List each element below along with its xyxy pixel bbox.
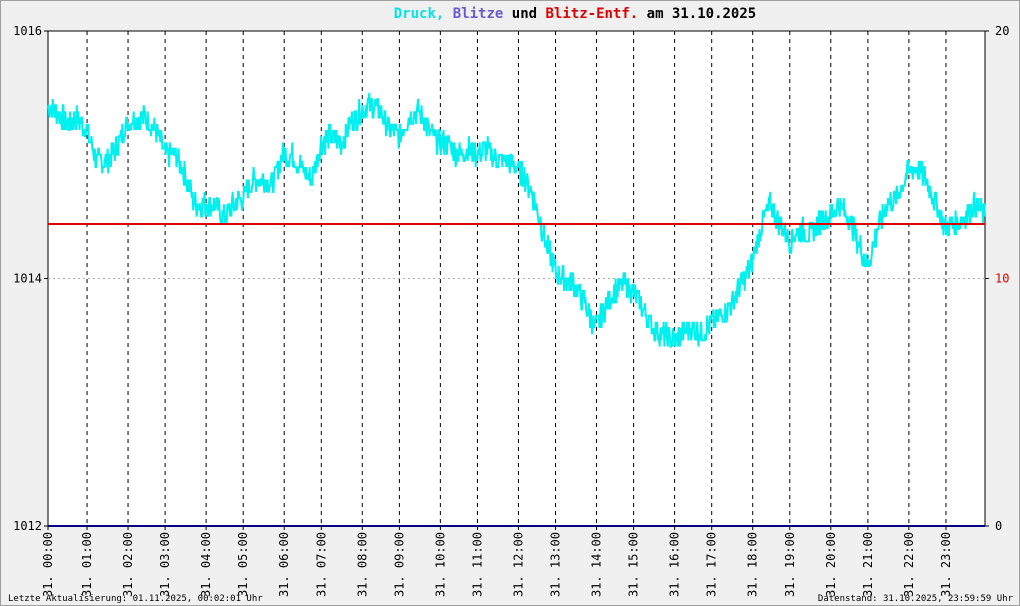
x-tick-label: 31. 23:00 — [939, 532, 953, 597]
x-tick-label: 31. 18:00 — [746, 532, 760, 597]
y-tick-label-right: 10 — [995, 272, 1009, 286]
x-tick-label: 31. 22:00 — [902, 532, 916, 597]
x-tick-label: 31. 19:00 — [783, 532, 797, 597]
y-tick-label-right: 20 — [995, 24, 1009, 38]
x-tick-label: 31. 08:00 — [355, 532, 369, 597]
x-tick-label: 31. 02:00 — [121, 532, 135, 597]
x-tick-label: 31. 03:00 — [158, 532, 172, 597]
x-tick-label: 31. 21:00 — [861, 532, 875, 597]
chart-title: Druck, Blitze und Blitz-Entf. am 31.10.2… — [394, 6, 756, 22]
x-axis: 31. 00:00 31. 01:00 31. 02:00 31. 03:00 31. … — [41, 526, 953, 597]
series-line-pressure — [47, 92, 986, 348]
y-tick-label-right: 0 — [995, 519, 1002, 533]
y-axis-right: 20 10 0 — [985, 24, 1009, 533]
x-tick-label: 31. 09:00 — [392, 532, 406, 597]
y-tick-label-left: 1012 — [13, 519, 42, 533]
x-tick-label: 31. 15:00 — [627, 532, 641, 597]
x-tick-label: 31. 06:00 — [277, 532, 291, 597]
title-part: Blitz-Entf. — [537, 6, 638, 22]
x-tick-label: 31. 20:00 — [824, 532, 838, 597]
x-tick-label: 31. 12:00 — [511, 532, 525, 597]
y-tick-label-left: 1016 — [13, 24, 42, 38]
footer-data-status: Datenstand: 31.10.2025, 23:59:59 Uhr — [818, 594, 1014, 604]
x-tick-label: 31. 11:00 — [470, 532, 484, 597]
x-tick-label: 31. 05:00 — [236, 532, 250, 597]
x-tick-label: 31. 01:00 — [80, 532, 94, 597]
x-tick-label: 31. 10:00 — [433, 532, 447, 597]
y-tick-label-left: 1014 — [13, 272, 42, 286]
x-tick-label: 31. 07:00 — [314, 532, 328, 597]
title-part: und — [503, 6, 537, 22]
footer-last-update: Letzte Aktualisierung: 01.11.2025, 00:02… — [8, 594, 263, 604]
title-part: am 31.10.2025 — [638, 6, 756, 22]
x-tick-label: 31. 13:00 — [549, 532, 563, 597]
series-lines — [47, 92, 986, 527]
x-tick-label: 31. 04:00 — [199, 532, 213, 597]
x-tick-label: 31. 14:00 — [590, 532, 604, 597]
x-tick-label: 31. 00:00 — [41, 532, 55, 597]
title-part: Druck, — [394, 6, 445, 22]
x-tick-label: 31. 16:00 — [668, 532, 682, 597]
y-axis-left: 1016 1014 1012 — [13, 24, 48, 533]
title-part: Blitze — [444, 6, 503, 22]
x-tick-label: 31. 17:00 — [705, 532, 719, 597]
